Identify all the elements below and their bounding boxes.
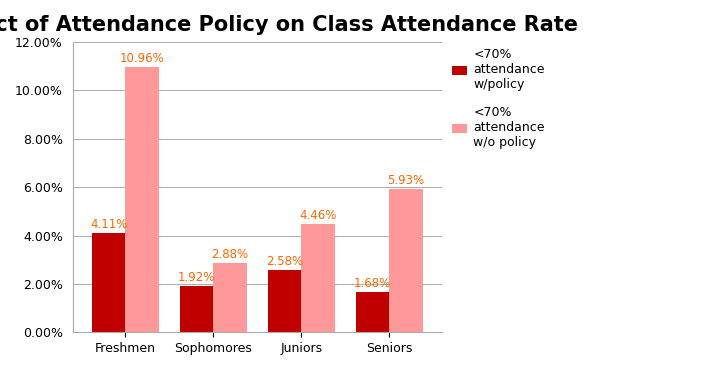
- Bar: [356, 292, 390, 332]
- Text: 4.46%: 4.46%: [299, 209, 337, 222]
- Bar: [92, 233, 125, 332]
- Text: 2.88%: 2.88%: [212, 248, 249, 261]
- Title: Impact of Attendance Policy on Class Attendance Rate: Impact of Attendance Policy on Class Att…: [0, 15, 578, 35]
- Bar: [125, 67, 159, 332]
- Bar: [213, 263, 247, 332]
- Text: 1.92%: 1.92%: [178, 271, 215, 284]
- Text: 4.11%: 4.11%: [90, 218, 127, 231]
- Text: 10.96%: 10.96%: [119, 52, 164, 65]
- Text: 2.58%: 2.58%: [266, 255, 303, 268]
- Bar: [180, 286, 213, 332]
- Text: 1.68%: 1.68%: [354, 277, 391, 290]
- Bar: [301, 225, 335, 332]
- Bar: [268, 270, 301, 332]
- Text: 5.93%: 5.93%: [387, 174, 424, 187]
- Bar: [390, 189, 423, 332]
- Legend: <70%
attendance
w/policy, <70%
attendance
w/o policy: <70% attendance w/policy, <70% attendanc…: [452, 48, 545, 149]
